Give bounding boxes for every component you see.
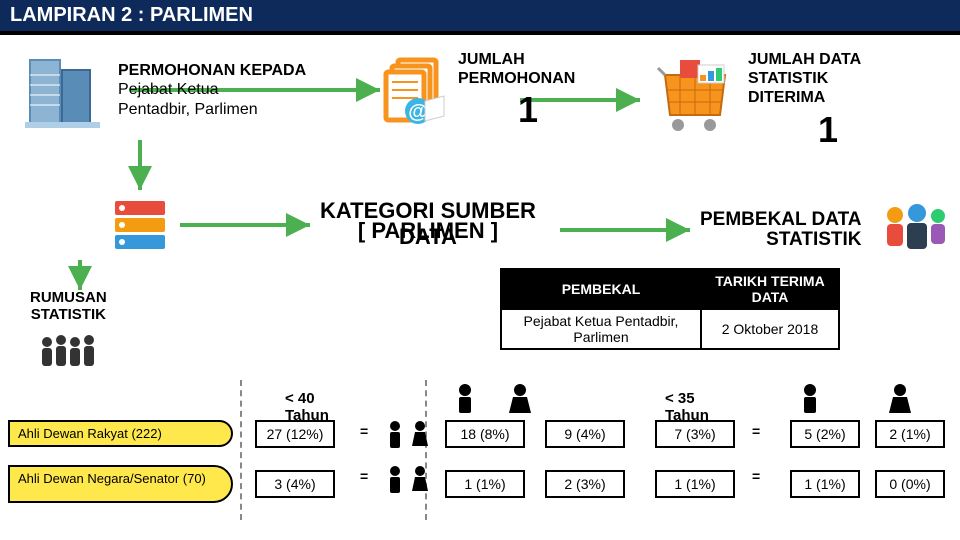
tarikh-cell: 2 Oktober 2018 [701, 309, 839, 349]
svg-text:=: = [752, 423, 760, 439]
svg-text:=: = [360, 423, 368, 439]
block-jumlah-data: JUMLAH DATA STATISTIK DITERIMA 1 [650, 50, 908, 151]
cart-icon [650, 60, 740, 140]
col-tarikh: TARIKH TERIMA DATA [701, 269, 839, 309]
rumusan-title: RUMUSAN STATISTIK [30, 290, 107, 323]
dn-c4: 1 (1%) [655, 470, 735, 498]
age-35-header: < 35 Tahun [665, 390, 735, 424]
svg-text:=: = [752, 468, 760, 484]
svg-text:=: = [360, 468, 368, 484]
jumlah-data-value: 1 [748, 108, 908, 151]
servers-icon [110, 195, 170, 255]
block-permohonan: PERMOHONAN KEPADA Pejabat Ketua Pentadbi… [20, 50, 306, 130]
age-40-header: < 40 Tahun [285, 390, 355, 424]
dr-c4: 7 (3%) [655, 420, 735, 448]
kategori-sumber-title: KATEGORI SUMBER [ PARLIMEN ] DATA [320, 200, 536, 266]
pembekal-title: PEMBEKAL DATA STATISTIK [700, 210, 862, 250]
page-header: LAMPIRAN 2 : PARLIMEN [0, 0, 960, 35]
row-dewan-rakyat: Ahli Dewan Rakyat (222) [8, 420, 233, 447]
gender-icons: = = [350, 416, 435, 506]
gender-icons-2: = = [744, 416, 784, 506]
pembekal-cell: Pejabat Ketua Pentadbir, Parlimen [501, 309, 701, 349]
pembekal-table: PEMBEKAL TARIKH TERIMA DATA Pejabat Ketu… [500, 268, 840, 350]
jumlah-permohonan-title: JUMLAH PERMOHONAN [458, 50, 598, 88]
dn-c2: 1 (1%) [445, 470, 525, 498]
people-icon [875, 200, 955, 260]
permohonan-sub2: Pentadbir, Parlimen [118, 100, 306, 119]
permohonan-sub1: Pejabat Ketua [118, 80, 306, 99]
col-pembekal: PEMBEKAL [501, 269, 701, 309]
dn-c5: 1 (1%) [790, 470, 860, 498]
dr-c5: 5 (2%) [790, 420, 860, 448]
jumlah-data-title: JUMLAH DATA STATISTIK DITERIMA [748, 50, 908, 108]
permohonan-title: PERMOHONAN KEPADA [118, 61, 306, 80]
dn-c3: 2 (3%) [545, 470, 625, 498]
divider [240, 380, 242, 520]
jumlah-permohonan-value: 1 [458, 88, 598, 131]
row-dewan-negara: Ahli Dewan Negara/Senator (70) [8, 465, 233, 503]
dn-c1: 3 (4%) [255, 470, 335, 498]
building-icon [20, 50, 110, 130]
dr-c6: 2 (1%) [875, 420, 945, 448]
gender-header-icons [450, 380, 545, 415]
dr-c3: 9 (4%) [545, 420, 625, 448]
dr-c2: 18 (8%) [445, 420, 525, 448]
dr-c1: 27 (12%) [255, 420, 335, 448]
gender-header-icons-2 [795, 380, 945, 415]
block-jumlah-permohonan: @ JUMLAH PERMOHONAN 1 [380, 50, 598, 132]
document-icon: @ [380, 56, 450, 126]
dn-c6: 0 (0%) [875, 470, 945, 498]
crowd-icon [35, 330, 105, 375]
